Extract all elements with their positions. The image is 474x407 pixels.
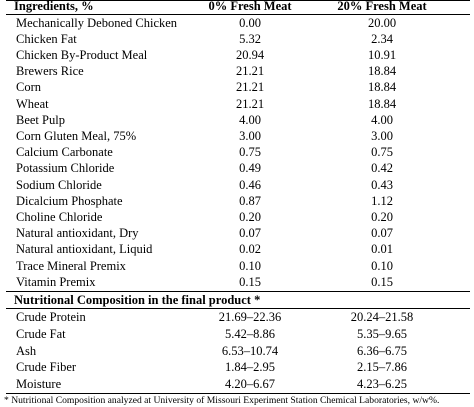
table-row: Mechanically Deboned Chicken 0.00 20.00 [0,15,474,32]
cell-20-fresh-meat-value: 18.84 [367,96,397,111]
cell-20-fresh-meat-value: 0.20 [371,209,393,224]
table-row: Chicken Fat 5.32 2.34 [0,31,474,48]
cell-0-fresh-meat-value: 0.20 [239,209,261,224]
cell-20-fresh-meat-value: 10.91 [367,47,397,62]
table-row: Dicalcium Phosphate 0.87 1.12 [0,193,474,210]
cell-name: Mechanically Deboned Chicken [16,15,178,30]
cell-20-fresh-meat-value: 4.00 [371,112,393,127]
table-row: Ash 6.53–10.74 6.36–6.75 [0,343,474,360]
cell-20-fresh-meat-value: 0.10 [371,258,393,273]
cell-name: Trace Mineral Premix [16,258,126,273]
footnote: * Nutritional Composition analyzed at Un… [4,395,440,406]
cell-0-fresh-meat-value: 21.21 [235,96,265,111]
table-header-row: Ingredients, % 0% Fresh Meat 20% Fresh M… [0,0,474,15]
cell-name: Potassium Chloride [16,161,115,176]
cell-0-fresh-meat-value: 6.53–10.74 [221,343,279,358]
header-20-fresh-meat: 20% Fresh Meat [337,0,427,13]
cell-20-fresh-meat-value: 4.23–6.25 [357,377,407,392]
top-rule [6,0,470,2]
table-row: Crude Fiber 1.84–2.95 2.15–7.86 [0,359,474,376]
cell-name: Chicken Fat [16,31,77,46]
cell-name: Corn [16,80,41,95]
section-rule [6,291,470,292]
cell-0-fresh-meat-value: 1.84–2.95 [225,360,275,375]
cell-name: Chicken By-Product Meal [16,47,148,62]
cell-name: Crude Protein [16,310,86,324]
table-row: Crude Protein 21.69–22.36 20.24–21.58 [0,309,474,326]
cell-20-fresh-meat-value: 20.24–21.58 [350,310,414,324]
cell-name: Crude Fat [16,326,66,341]
table-row: Vitamin Premix 0.15 0.15 [0,274,474,291]
table-row: Trace Mineral Premix 0.10 0.10 [0,258,474,275]
cell-name: Dicalcium Phosphate [16,193,123,208]
cell-0-fresh-meat-value: 0.15 [239,274,261,289]
cell-name: Beet Pulp [16,112,65,127]
cell-name: Choline Chloride [16,209,103,224]
table-row: Choline Chloride 0.20 0.20 [0,209,474,226]
cell-20-fresh-meat-value: 0.15 [371,274,393,289]
cell-20-fresh-meat-value: 1.12 [371,193,393,208]
table-row: Natural antioxidant, Dry 0.07 0.07 [0,225,474,242]
cell-0-fresh-meat-value: 0.87 [239,193,261,208]
table-row: Corn 21.21 18.84 [0,79,474,96]
cell-name: Sodium Chloride [16,177,102,192]
table-row: Brewers Rice 21.21 18.84 [0,63,474,80]
cell-name: Ash [16,343,37,358]
cell-0-fresh-meat-value: 4.00 [239,112,261,127]
table-row: Wheat 21.21 18.84 [0,96,474,113]
cell-name: Corn Gluten Meal, 75% [16,128,137,143]
cell-0-fresh-meat-value: 0.10 [239,258,261,273]
table-row: Calcium Carbonate 0.75 0.75 [0,144,474,161]
cell-name: Moisture [16,377,62,392]
cell-0-fresh-meat-value: 4.20–6.67 [225,377,275,392]
cell-20-fresh-meat-value: 20.00 [367,15,397,30]
cell-0-fresh-meat-value: 5.32 [239,31,261,46]
cell-0-fresh-meat-value: 21.21 [235,80,265,95]
cell-0-fresh-meat-value: 0.49 [239,161,261,176]
cell-20-fresh-meat-value: 2.15–7.86 [357,360,407,375]
cell-name: Wheat [16,96,49,111]
cell-20-fresh-meat-value: 18.84 [367,80,397,95]
cell-name: Natural antioxidant, Dry [16,226,139,241]
cell-0-fresh-meat-value: 0.07 [239,226,261,241]
cell-name: Vitamin Premix [16,274,96,289]
table-row: Corn Gluten Meal, 75% 3.00 3.00 [0,128,474,145]
header-ingredients: Ingredients, % [14,0,94,13]
cell-20-fresh-meat-value: 3.00 [371,128,393,143]
cell-name: Natural antioxidant, Liquid [16,242,153,257]
cell-20-fresh-meat-value: 18.84 [367,64,397,79]
cell-20-fresh-meat-value: 2.34 [371,31,393,46]
header-0-fresh-meat: 0% Fresh Meat [208,0,292,13]
table-row: Moisture 4.20–6.67 4.23–6.25 [0,376,474,393]
table-row: Crude Fat 5.42–8.86 5.35–9.65 [0,326,474,343]
cell-20-fresh-meat-value: 0.07 [371,226,393,241]
cell-name: Crude Fiber [16,360,77,375]
cell-20-fresh-meat-value: 0.01 [371,242,393,257]
cell-0-fresh-meat-value: 0.46 [239,177,261,192]
table-row: Beet Pulp 4.00 4.00 [0,112,474,129]
cell-0-fresh-meat-value: 0.02 [239,242,261,257]
cell-0-fresh-meat-value: 20.94 [235,47,265,62]
cell-0-fresh-meat-value: 5.42–8.86 [225,326,275,341]
table-row: Potassium Chloride 0.49 0.42 [0,160,474,177]
cell-0-fresh-meat-value: 0.00 [239,15,261,30]
cell-20-fresh-meat-value: 5.35–9.65 [357,326,407,341]
table-row: Chicken By-Product Meal 20.94 10.91 [0,47,474,64]
cell-20-fresh-meat-value: 0.75 [371,145,393,160]
table-row: Sodium Chloride 0.46 0.43 [0,177,474,194]
cell-name: Brewers Rice [16,64,84,79]
cell-0-fresh-meat-value: 21.69–22.36 [218,310,282,324]
cell-20-fresh-meat-value: 0.43 [371,177,393,192]
cell-20-fresh-meat-value: 0.42 [371,161,393,176]
cell-0-fresh-meat-value: 21.21 [235,64,265,79]
nutrition-section-title: Nutritional Composition in the final pro… [14,293,261,307]
cell-0-fresh-meat-value: 0.75 [239,145,261,160]
cell-0-fresh-meat-value: 3.00 [239,128,261,143]
header-rule [6,14,470,15]
bottom-rule [6,393,470,395]
cell-20-fresh-meat-value: 6.36–6.75 [357,343,407,358]
section-subrule [6,308,470,309]
cell-name: Calcium Carbonate [16,145,113,160]
table-row: Natural antioxidant, Liquid 0.02 0.01 [0,241,474,258]
